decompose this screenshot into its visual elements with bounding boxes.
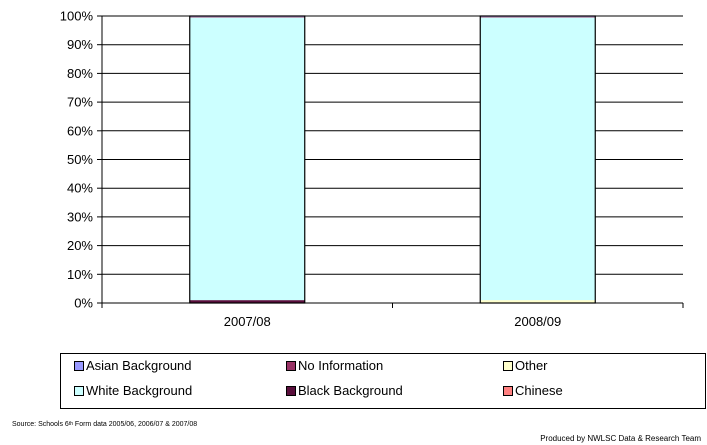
chart-legend: Asian Background No Information Other White… bbox=[60, 353, 706, 409]
axes bbox=[97, 15, 684, 308]
tick-labels: 0% 10% 20% 30% 40% 50% 60% 70% 80% 90% 100% 2007/08… bbox=[60, 9, 562, 330]
legend-swatch bbox=[503, 361, 513, 371]
y-tick-label: 0% bbox=[74, 296, 93, 311]
source-prefix: Source: Schools 6 bbox=[12, 421, 69, 428]
legend-item: Black Background bbox=[286, 383, 403, 399]
source-suffix: Form data 2005/06, 2006/07 & 2007/08 bbox=[72, 421, 198, 428]
legend-swatch bbox=[286, 361, 296, 371]
legend-swatch bbox=[74, 386, 84, 396]
y-tick-label: 100% bbox=[60, 9, 94, 24]
stacked-bar-chart: 0% 10% 20% 30% 40% 50% 60% 70% 80% 90% 100% 2007/08… bbox=[60, 9, 684, 330]
y-tick-label: 20% bbox=[67, 238, 93, 253]
y-tick-label: 30% bbox=[67, 209, 93, 224]
legend-label: White Background bbox=[86, 383, 193, 398]
bar-segment bbox=[189, 17, 305, 301]
y-tick-label: 70% bbox=[67, 95, 93, 110]
legend-item: White Background bbox=[74, 383, 192, 399]
production-credit: Produced by NWLSC Data & Research Team bbox=[540, 434, 701, 443]
source-superscript: th bbox=[68, 421, 73, 427]
x-tick-label: 2007/08 bbox=[224, 314, 271, 329]
y-tick-label: 60% bbox=[67, 123, 93, 138]
legend-item: Other bbox=[503, 358, 548, 374]
legend-item: Chinese bbox=[503, 383, 563, 399]
y-tick-label: 90% bbox=[67, 37, 93, 52]
bar-segment bbox=[189, 16, 305, 18]
legend-swatch bbox=[503, 386, 513, 396]
source-note: Source: Schools 6th Form data 2005/06, 2… bbox=[12, 420, 197, 429]
legend-label: Chinese bbox=[515, 383, 563, 398]
legend-label: Asian Background bbox=[86, 358, 192, 373]
legend-swatch bbox=[286, 386, 296, 396]
legend-label: Black Background bbox=[298, 383, 403, 398]
y-tick-label: 50% bbox=[67, 152, 93, 167]
legend-label: Other bbox=[515, 358, 548, 373]
legend-swatch bbox=[74, 361, 84, 371]
bar-segment bbox=[480, 16, 596, 18]
y-tick-label: 40% bbox=[67, 181, 93, 196]
bar-segment bbox=[480, 17, 596, 301]
bar-segment bbox=[480, 300, 596, 303]
legend-item: No Information bbox=[286, 358, 383, 374]
y-tick-label: 10% bbox=[67, 267, 93, 282]
legend-item: Asian Background bbox=[74, 358, 192, 374]
y-tick-label: 80% bbox=[67, 66, 93, 81]
bar-stacks bbox=[189, 15, 596, 304]
legend-label: No Information bbox=[298, 358, 384, 373]
bar-segment bbox=[189, 300, 305, 303]
x-tick-label: 2008/09 bbox=[514, 314, 561, 329]
